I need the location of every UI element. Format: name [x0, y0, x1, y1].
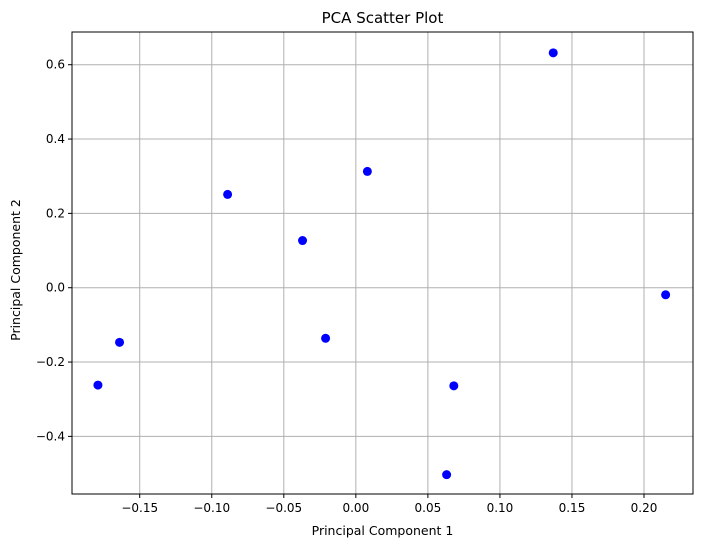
y-axis-ticks: −0.4 −0.2 0.0 0.2 0.4 0.6	[36, 58, 72, 443]
x-axis-label: Principal Component 1	[312, 523, 454, 538]
x-tick-label: −0.15	[121, 501, 158, 515]
data-point	[115, 337, 125, 347]
data-point	[449, 381, 459, 391]
y-tick-label: 0.0	[46, 281, 65, 295]
data-point	[298, 236, 308, 246]
data-point	[661, 290, 671, 300]
data-points	[93, 48, 671, 480]
chart-title: PCA Scatter Plot	[322, 9, 444, 27]
data-point	[548, 48, 558, 58]
y-axis-label: Principal Component 2	[8, 199, 23, 341]
grid-lines	[72, 32, 693, 494]
x-tick-label: −0.05	[265, 501, 302, 515]
data-point	[362, 166, 372, 176]
x-tick-label: 0.15	[559, 501, 586, 515]
x-tick-label: −0.10	[193, 501, 230, 515]
y-tick-label: 0.6	[46, 58, 65, 72]
data-point	[223, 189, 233, 199]
y-tick-label: −0.4	[36, 429, 65, 443]
x-tick-label: 0.00	[342, 501, 369, 515]
plot-area-frame	[71, 31, 694, 495]
x-tick-label: 0.10	[487, 501, 514, 515]
y-tick-label: 0.2	[46, 206, 65, 220]
y-tick-label: 0.4	[46, 132, 65, 146]
data-point	[442, 470, 452, 480]
x-tick-label: 0.20	[631, 501, 658, 515]
x-tick-label: 0.05	[415, 501, 442, 515]
y-tick-label: −0.2	[36, 355, 65, 369]
data-point	[321, 333, 331, 343]
data-point	[93, 380, 103, 390]
x-axis-ticks: −0.15 −0.10 −0.05 0.00 0.05 0.10 0.15 0.20	[121, 494, 657, 515]
